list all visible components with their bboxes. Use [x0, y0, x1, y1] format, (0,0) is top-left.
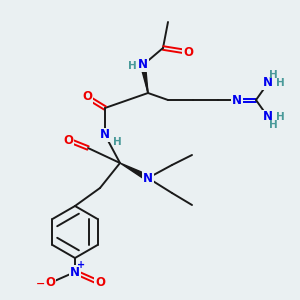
Text: N: N	[70, 266, 80, 278]
Text: O: O	[63, 134, 73, 146]
Text: H: H	[268, 120, 278, 130]
Polygon shape	[120, 163, 149, 181]
Text: N: N	[263, 110, 273, 124]
Polygon shape	[140, 64, 148, 93]
Text: N: N	[143, 172, 153, 184]
Text: N: N	[100, 128, 110, 142]
Text: O: O	[183, 46, 193, 59]
Text: −: −	[36, 279, 46, 289]
Text: H: H	[112, 137, 122, 147]
Text: N: N	[263, 76, 273, 89]
Text: O: O	[82, 91, 92, 103]
Text: O: O	[45, 277, 55, 290]
Text: H: H	[268, 70, 278, 80]
Text: +: +	[77, 260, 85, 270]
Text: H: H	[276, 112, 284, 122]
Text: N: N	[232, 94, 242, 106]
Text: O: O	[95, 277, 105, 290]
Text: N: N	[138, 58, 148, 71]
Text: H: H	[128, 61, 136, 71]
Text: H: H	[276, 78, 284, 88]
